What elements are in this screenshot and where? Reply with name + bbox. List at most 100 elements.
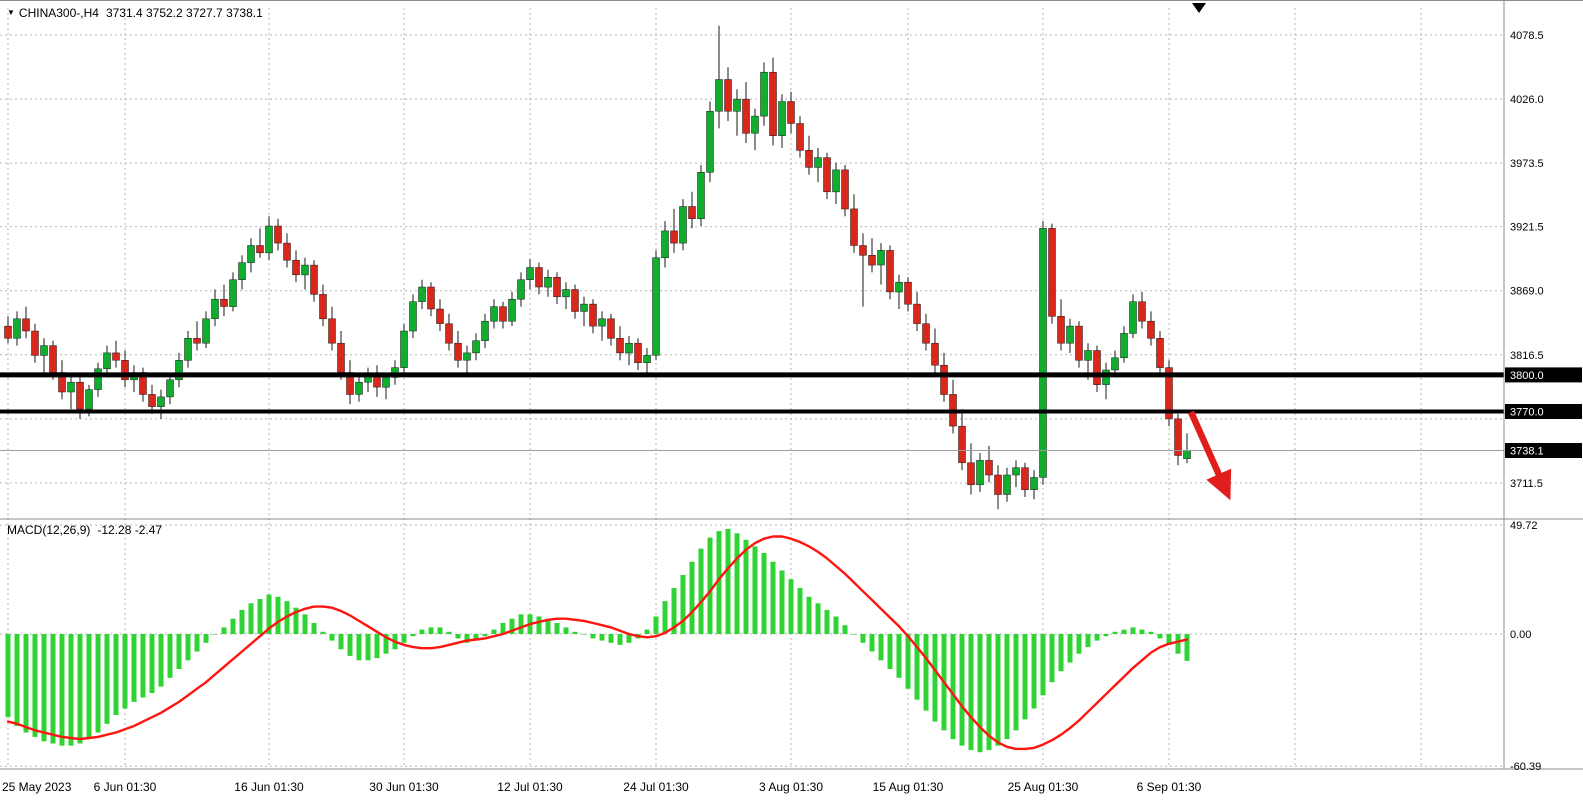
macd-bar [446,631,452,634]
candle [184,331,192,368]
candle [319,284,327,327]
candle [778,94,786,148]
time-axis-label: 12 Jul 01:30 [497,780,563,794]
candle [526,259,534,290]
macd-bar [644,629,650,634]
macd-bar [914,634,920,700]
price-axis-label: 3869.0 [1510,286,1544,298]
macd-bar [302,614,308,634]
macd-bar [932,634,938,722]
candle [931,328,939,373]
candle [103,345,111,378]
macd-bar [1175,634,1181,654]
candle [607,313,615,346]
down-arrow-annotation[interactable] [1188,410,1232,501]
candle [724,67,732,121]
macd-bar [266,594,272,634]
candle [859,233,867,307]
candle [130,365,138,392]
macd-bar [599,634,605,641]
price-axis-label: 4026.0 [1510,94,1544,106]
macd-bar [374,634,380,659]
macd-bar [725,528,731,634]
candle [310,260,318,302]
svg-text:3770.0: 3770.0 [1510,407,1544,419]
macd-bar [50,634,56,744]
macd-bar [1076,634,1082,654]
candle [544,269,552,297]
candle [229,272,237,312]
candle [22,306,30,339]
macd-bar [833,616,839,634]
macd-bar [239,609,245,634]
candle [58,360,66,400]
candle [436,299,444,331]
macd-axis-labels: 49.72 0.00 -60.39 [1510,520,1541,773]
candle [40,338,48,373]
candle [787,91,795,134]
macd-bar [320,631,326,634]
macd-bar [779,570,785,634]
macd-bar [626,634,632,643]
price-badge: 3800.0 [1505,367,1582,383]
macd-bar [257,599,263,634]
candle [652,250,660,361]
candle [346,360,354,405]
candle [886,245,894,300]
candle [967,443,975,495]
macd-histogram [5,528,1190,753]
candle [157,389,165,419]
macd-bar [1058,634,1064,672]
macd-bar [905,634,911,689]
time-axis-label: 6 Jun 01:30 [94,780,157,794]
macd-bar [707,537,713,634]
time-axis-label: 25 May 2023 [2,780,72,794]
candle [904,277,912,312]
macd-bar [797,588,803,634]
macd-bar [23,634,29,733]
macd-bar [194,634,200,652]
candle [814,147,822,183]
macd-bar [959,634,965,746]
macd-bar [734,533,740,634]
candle [400,323,408,375]
macd-bar [509,618,515,634]
chart-shift-marker-icon[interactable] [1192,3,1206,13]
time-axis-label: 6 Sep 01:30 [1137,780,1202,794]
candle [238,255,246,290]
price-axis-label: 4078.5 [1510,30,1544,42]
candle [202,311,210,349]
candle [193,321,201,351]
macd-bar [176,634,182,669]
macd-axis-label: -60.39 [1510,761,1541,773]
candle [1174,414,1182,466]
candle [418,279,426,309]
macd-bar [167,634,173,678]
candle [823,152,831,200]
candle [985,445,993,483]
macd-bar [347,634,353,656]
macd-bar [770,561,776,634]
macd-bar [842,625,848,634]
symbol-timeframe-label: CHINA300-,H4 [18,6,99,20]
macd-bar [806,596,812,634]
macd-bar [815,603,821,634]
candle [643,348,651,373]
macd-bar [680,574,686,634]
candle [1183,433,1191,464]
candle [625,335,633,366]
macd-bar [608,634,614,643]
macd-bar [986,634,992,751]
candle [922,313,930,351]
candle [175,352,183,388]
macd-bar [5,634,11,718]
symbol-dropdown-icon[interactable]: ▼ [7,8,15,17]
candle [13,311,21,346]
macd-bar [851,634,857,635]
macd-bar [887,634,893,669]
candle [247,238,255,273]
macd-bar [590,634,596,639]
macd-bar [968,634,974,751]
macd-bar [401,634,407,643]
